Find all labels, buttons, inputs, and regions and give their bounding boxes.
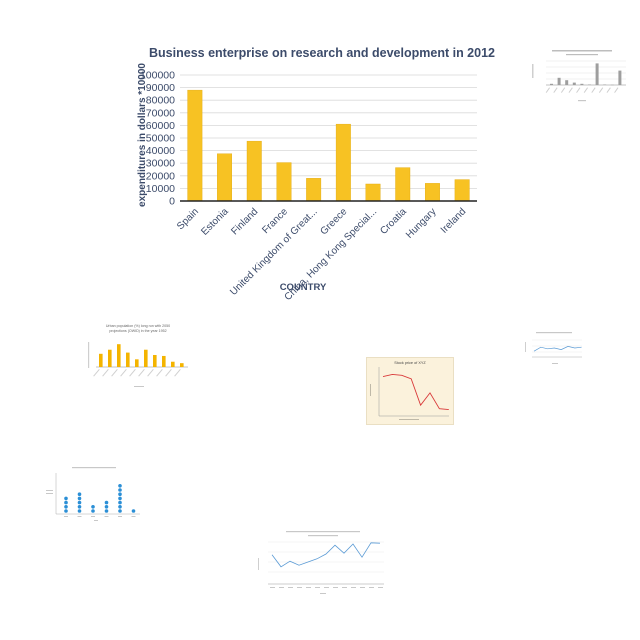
x-tick-label: Ireland [439,206,468,235]
thumbnail-dot [118,484,122,488]
thumbnail-top-right-chart [530,48,630,106]
bar [335,123,351,202]
thumbnail-bar [153,355,157,367]
thumbnail-bar [180,363,184,367]
thumbnail-bar [618,70,622,85]
thumbnail-dot [118,505,122,509]
thumbnail-dots [64,484,136,517]
thumbnail-dot [64,505,68,509]
y-tick-label: 100000 [140,70,175,82]
thumbnail-dot [104,509,109,513]
thumbnail-bottom-line-chart [256,528,390,598]
thumbnail-bar [99,353,103,367]
y-tick-label: 50000 [146,133,175,145]
y-tick-label: 70000 [146,107,175,119]
thumbnail-dot [118,488,122,492]
thumbnail-title-line-1: Urban population (%) long run with 2050 [106,324,170,328]
y-tick-label: 0 [169,196,175,208]
x-tick-label: Estonia [199,206,231,238]
thumbnail-bar [126,352,130,367]
thumbnail-bar [580,83,584,85]
thumbnail-line [271,542,381,568]
bar [187,89,203,202]
x-tick-label: Hungary [404,206,439,241]
thumbnail-bars [550,63,622,86]
bar [425,183,440,202]
thumbnail-bar [550,83,553,85]
thumbnail-dot [91,509,95,513]
thumbnail-title: Stock price of XYZ [394,361,426,365]
y-tick-label: 90000 [146,82,175,94]
thumbnail-bar [595,63,599,85]
bar [246,140,262,202]
thumbnail-dot [131,509,136,513]
thumbnail-bar [117,344,121,367]
thumbnail-dot [77,500,82,505]
thumbnail-dot [77,509,82,513]
bar [306,178,322,202]
bars [187,89,470,202]
thumbnail-dot [118,509,122,513]
chart-title: Business enterprise on research and deve… [149,46,495,60]
main-bar-chart: Business enterprise on research and deve… [137,46,495,303]
thumbnail-bar [171,361,175,367]
thumbnail-bars [99,344,184,367]
thumbnail-dot [64,496,68,501]
bar [217,153,233,202]
y-tick-labels: 0100002000030000400005000060000700008000… [140,70,175,208]
y-axis-title: expenditures in dollars *10000 [137,63,148,207]
thumbnail-stock-price-chart: Stock price of XYZ [366,357,454,425]
thumbnail-dot [91,505,95,509]
y-tick-label: 20000 [146,170,175,182]
y-tick-label: 10000 [146,183,175,195]
thumbnail-dot [118,500,122,505]
thumbnail-dot [104,500,109,505]
thumbnail-urban-population-chart: Urban population (%) long run with 2050 … [84,322,192,394]
thumbnail-bar [144,349,148,367]
thumbnail-dot [64,509,68,513]
y-tick-label: 30000 [146,158,175,170]
thumbnail-bar [572,82,576,85]
x-tick-label: Finland [229,206,260,237]
thumbnail-dot [77,492,82,496]
thumbnail-bar [162,355,166,367]
thumbnail-dot [118,496,122,501]
y-tick-label: 80000 [146,95,175,107]
thumbnail-dot [104,505,109,509]
y-tick-label: 40000 [146,145,175,157]
x-axis-title: COUNTRY [280,282,327,293]
thumbnail-dot [64,500,68,505]
thumbnail-dot [77,496,82,501]
bar [365,183,381,202]
thumbnail-bar [565,80,569,85]
thumbnail-dot [118,492,122,496]
thumbnail-title-line-2: projections (OWID) in the year 1952 [109,329,166,333]
thumbnail-bar [557,77,561,85]
thumbnail-line [382,373,449,411]
bar [454,179,470,202]
thumbnail-line [533,346,582,352]
thumbnail-bar [135,359,139,367]
thumbnail-dot-plot [44,465,144,525]
x-tick-label: Spain [175,206,201,232]
thumbnail-dot [77,505,82,509]
thumbnail-bar [108,349,112,367]
bar [395,167,411,202]
thumbnail-small-line-chart [524,330,584,368]
bar [276,162,292,202]
y-tick-label: 60000 [146,120,175,132]
